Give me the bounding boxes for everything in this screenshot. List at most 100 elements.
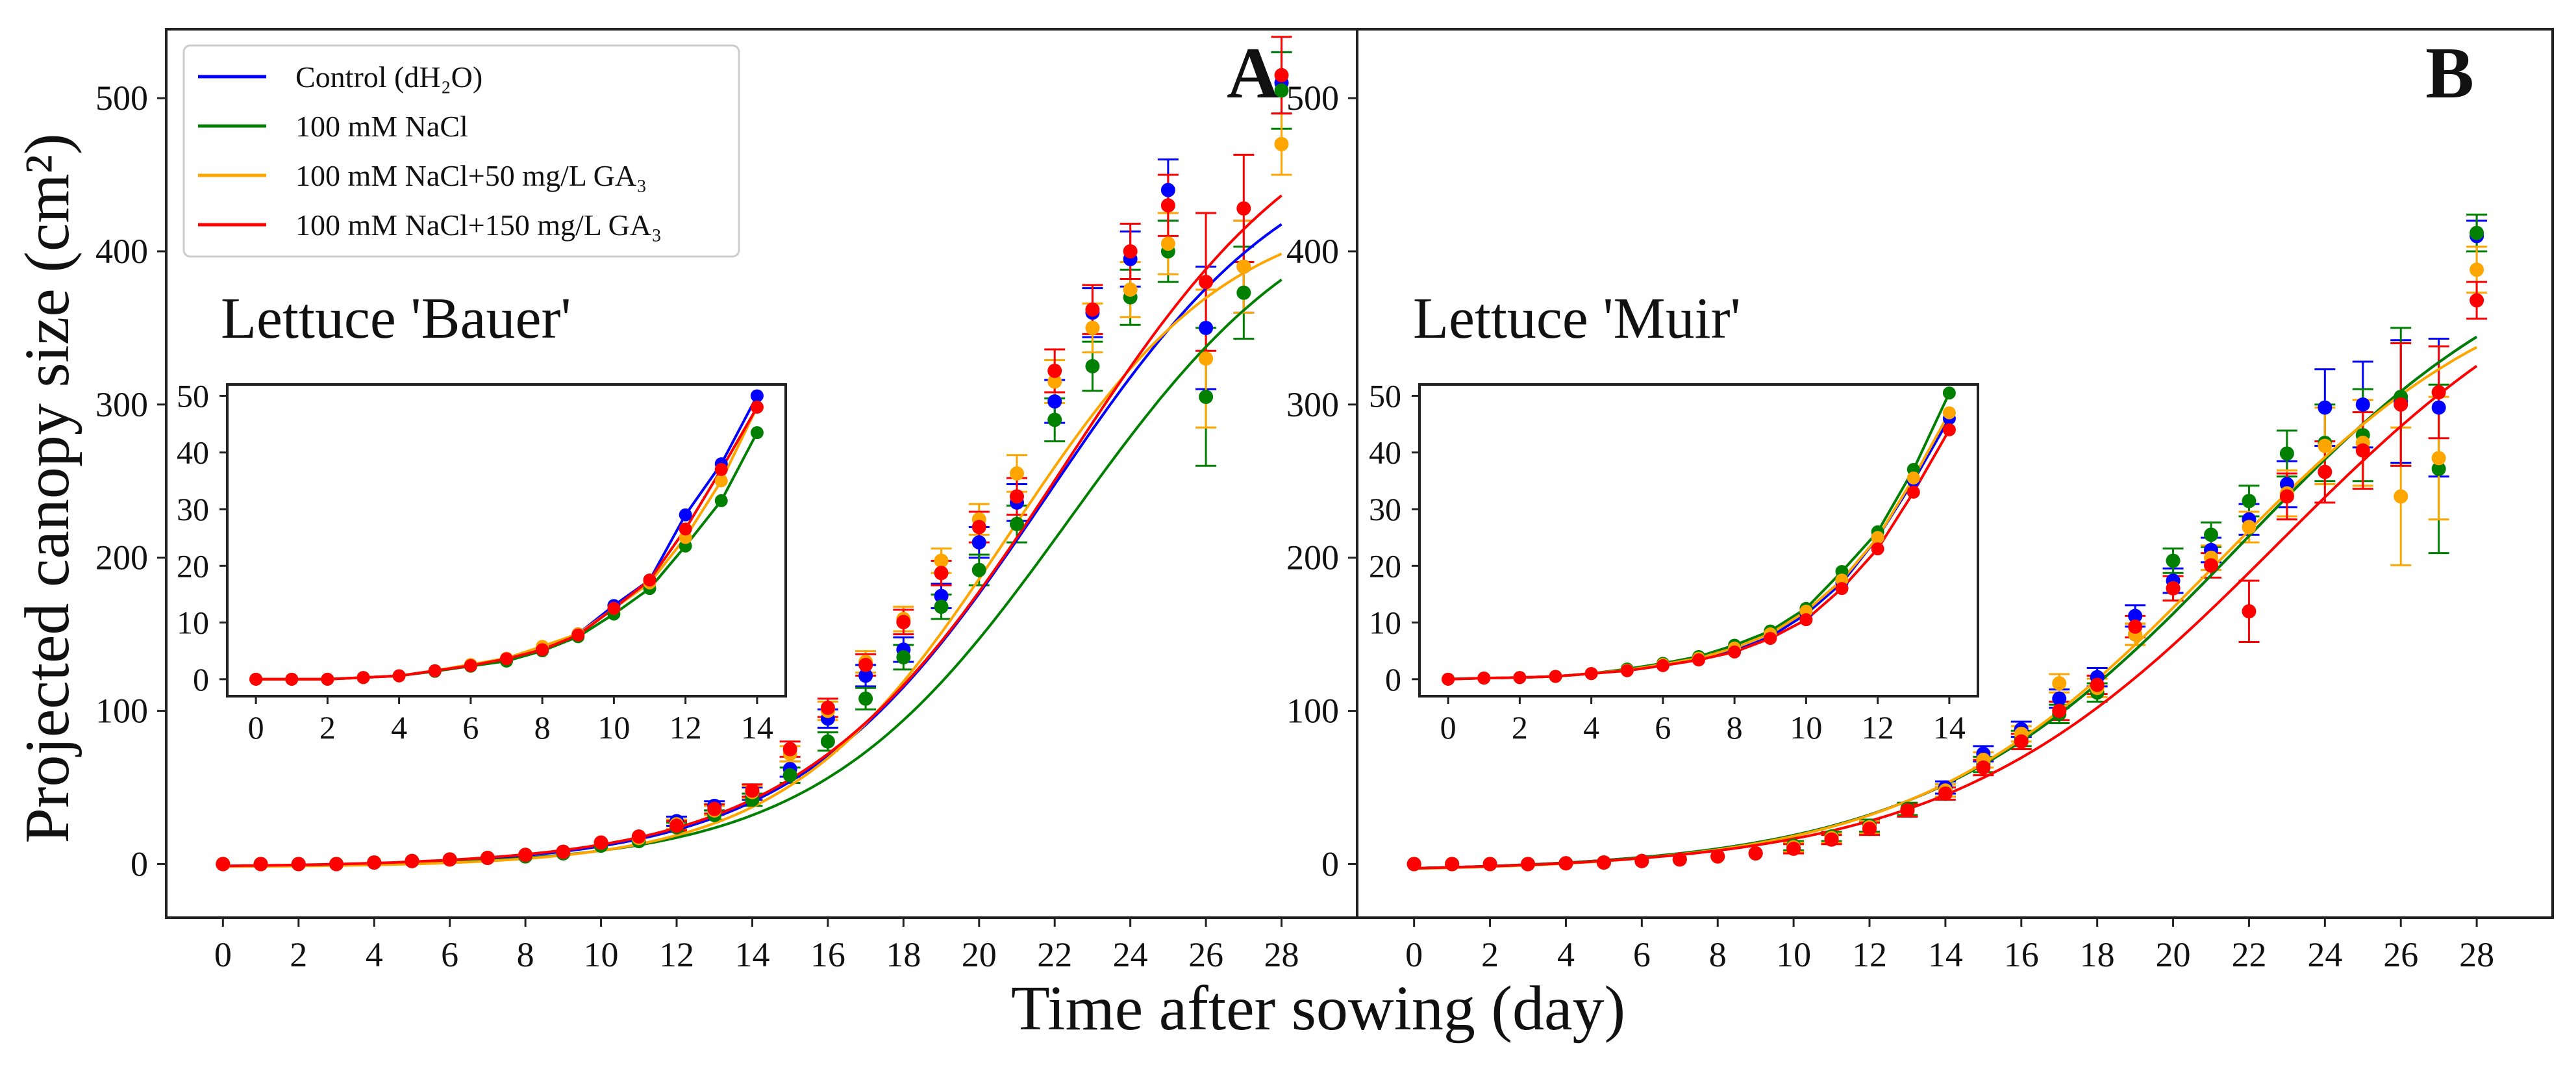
- inset-data-point: [1549, 670, 1562, 683]
- y-tick-label: 300: [95, 385, 148, 424]
- y-tick-label: 100: [95, 692, 148, 731]
- inset-y-tick-label: 10: [177, 605, 209, 641]
- data-point: [971, 520, 986, 534]
- panel-b: 0 2 4 6 8 10 12 14 16 18 20 22 24 26 28010020030040050…: [1286, 28, 2554, 974]
- inset-x-tick-label: 8: [1727, 709, 1743, 746]
- data-point: [2394, 489, 2408, 504]
- inset-data-point: [1799, 613, 1813, 627]
- data-point: [707, 801, 722, 816]
- data-point: [2355, 397, 2370, 412]
- x-tick-label: 0: [1405, 935, 1423, 974]
- panel-a: 0 2 4 6 8 10 12 14 16 18 20 22 24 26 28010020030040050…: [95, 28, 1358, 974]
- inset-data-point: [1871, 531, 1884, 544]
- inset-frame: [1418, 383, 1979, 698]
- data-point: [1047, 412, 1062, 427]
- data-point: [329, 857, 344, 872]
- x-tick-label: 14: [1928, 935, 1963, 974]
- data-point: [1085, 302, 1100, 317]
- y-tick-label: 500: [1286, 79, 1339, 118]
- inset-y-tick-label: 10: [1369, 605, 1401, 641]
- data-point: [782, 768, 797, 783]
- data-point: [1407, 857, 1421, 872]
- x-tick-label: 10: [1776, 935, 1811, 974]
- data-point: [2052, 703, 2067, 718]
- data-point: [405, 853, 419, 868]
- inset-data-point: [607, 601, 621, 615]
- data-point: [2431, 461, 2446, 476]
- data-point: [1085, 320, 1100, 335]
- data-point: [1160, 236, 1175, 251]
- data-point: [858, 657, 873, 672]
- legend-label: 100 mM NaCl+150 mg/L GA₃: [295, 208, 662, 242]
- x-tick-label: 20: [2156, 935, 2191, 974]
- inset-data-point: [750, 389, 764, 403]
- x-tick-label: 26: [1188, 935, 1223, 974]
- data-point: [1748, 846, 1763, 861]
- inset-data-point: [428, 664, 442, 677]
- data-point: [1199, 390, 1214, 405]
- inset-data-point: [1692, 653, 1705, 667]
- data-point: [2166, 553, 2181, 568]
- data-point: [971, 562, 986, 577]
- x-tick-label: 12: [659, 935, 694, 974]
- legend-label: 100 mM NaCl: [295, 110, 468, 143]
- data-point: [669, 818, 684, 833]
- inset-y-tick-label: 40: [1369, 434, 1401, 471]
- data-point: [2431, 451, 2446, 466]
- data-point: [1976, 760, 1991, 775]
- legend: Control (dH₂O) 100 mM NaCl 100 mM NaCl+50 …: [182, 44, 740, 258]
- inset-data-point: [1764, 631, 1777, 645]
- inset-x-tick-label: 6: [1655, 709, 1671, 746]
- data-point: [858, 668, 873, 683]
- x-tick-label: 24: [2307, 935, 2342, 974]
- x-tick-label: 8: [1709, 935, 1727, 974]
- data-point: [2279, 489, 2294, 504]
- data-point: [1199, 320, 1214, 335]
- inset-data-point: [392, 669, 406, 683]
- data-point: [594, 835, 608, 850]
- inset-x-tick-label: 10: [1790, 709, 1822, 746]
- data-point: [2052, 676, 2067, 691]
- data-point: [1274, 83, 1289, 98]
- data-point: [782, 742, 797, 757]
- inset-data-point: [1728, 645, 1742, 659]
- inset-data-point: [464, 659, 477, 672]
- data-point: [934, 553, 949, 568]
- data-point: [1010, 489, 1024, 504]
- inset-x-tick-label: 8: [534, 709, 551, 746]
- x-tick-label: 28: [2459, 935, 2494, 974]
- inset-x-tick-label: 0: [1440, 709, 1457, 746]
- x-tick-label: 2: [1481, 935, 1499, 974]
- inset-x-tick-label: 6: [462, 709, 479, 746]
- x-tick-label: 18: [886, 935, 921, 974]
- x-tick-label: 26: [2383, 935, 2418, 974]
- inset-data-point: [571, 628, 585, 642]
- panel-letter: A: [1227, 33, 1279, 114]
- data-point: [971, 535, 986, 550]
- data-point: [2318, 438, 2332, 453]
- y-tick-label: 200: [1286, 538, 1339, 577]
- inset-data-point: [1442, 672, 1455, 686]
- data-point: [896, 614, 911, 629]
- x-tick-label: 22: [1037, 935, 1072, 974]
- data-point: [253, 857, 268, 872]
- data-point: [2431, 384, 2446, 399]
- inset-data-point: [714, 462, 728, 476]
- data-point: [858, 691, 873, 706]
- inset-data-point: [714, 474, 728, 488]
- inset-data-point: [1835, 582, 1849, 596]
- inset-data-point: [1907, 485, 1920, 499]
- inset-x-tick-label: 2: [319, 709, 336, 746]
- inset-data-point: [1620, 664, 1634, 677]
- data-point: [820, 700, 835, 715]
- data-point: [2242, 520, 2257, 534]
- data-point: [934, 566, 949, 581]
- data-point: [2090, 677, 2105, 692]
- legend-box: [182, 44, 740, 258]
- x-tick-label: 2: [290, 935, 307, 974]
- data-point: [1445, 857, 1460, 872]
- inset-data-point: [750, 400, 764, 414]
- data-point: [1047, 374, 1062, 389]
- inset-x-tick-label: 14: [1933, 709, 1966, 746]
- data-point: [1824, 832, 1839, 847]
